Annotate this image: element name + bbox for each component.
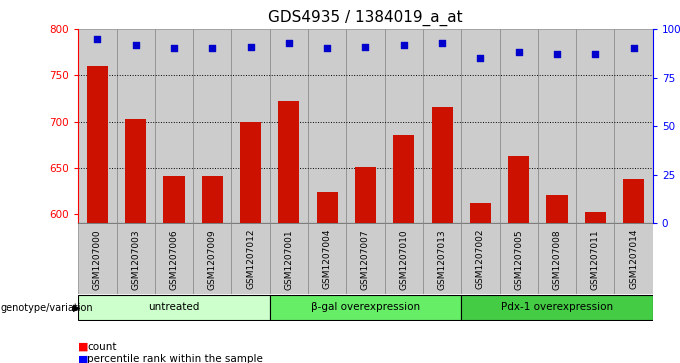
Point: [169, 45, 180, 51]
Bar: [155, 29, 193, 223]
Bar: [163, 176, 184, 223]
Bar: [355, 167, 376, 223]
Text: 100%: 100%: [679, 17, 680, 27]
Bar: [87, 66, 108, 223]
Point: [475, 55, 486, 61]
Bar: [78, 29, 116, 223]
Bar: [576, 223, 615, 294]
Point: [130, 42, 141, 48]
Bar: [576, 29, 615, 223]
Bar: [78, 223, 116, 294]
Text: GSM1207013: GSM1207013: [438, 229, 447, 290]
Bar: [231, 223, 270, 294]
Point: [284, 40, 294, 45]
Bar: [125, 119, 146, 223]
Bar: [231, 29, 270, 223]
Point: [322, 45, 333, 51]
Bar: [393, 135, 414, 223]
Text: GSM1207005: GSM1207005: [514, 229, 523, 290]
Bar: [317, 192, 338, 223]
Bar: [461, 223, 500, 294]
Bar: [193, 29, 231, 223]
Bar: [116, 29, 155, 223]
Bar: [500, 223, 538, 294]
Bar: [623, 179, 644, 223]
Text: GSM1207009: GSM1207009: [208, 229, 217, 290]
Bar: [508, 156, 529, 223]
Bar: [346, 29, 385, 223]
Bar: [461, 29, 500, 223]
Bar: [538, 29, 576, 223]
Text: GSM1207000: GSM1207000: [93, 229, 102, 290]
Bar: [308, 223, 346, 294]
Bar: [538, 223, 576, 294]
Text: GSM1207012: GSM1207012: [246, 229, 255, 289]
Text: percentile rank within the sample: percentile rank within the sample: [87, 354, 263, 363]
Text: count: count: [87, 342, 116, 352]
Bar: [615, 223, 653, 294]
Point: [92, 36, 103, 42]
Point: [207, 45, 218, 51]
Bar: [547, 195, 568, 223]
Text: GSM1207004: GSM1207004: [323, 229, 332, 289]
Text: Pdx-1 overexpression: Pdx-1 overexpression: [501, 302, 613, 312]
Text: GSM1207007: GSM1207007: [361, 229, 370, 290]
Text: ■: ■: [78, 342, 88, 352]
Text: GSM1207001: GSM1207001: [284, 229, 293, 290]
Point: [360, 44, 371, 49]
Bar: [116, 223, 155, 294]
Bar: [385, 29, 423, 223]
Bar: [155, 223, 193, 294]
Text: GSM1207002: GSM1207002: [476, 229, 485, 289]
Bar: [270, 295, 461, 320]
Text: untreated: untreated: [148, 302, 200, 312]
Text: GSM1207014: GSM1207014: [629, 229, 638, 289]
Bar: [346, 223, 385, 294]
Title: GDS4935 / 1384019_a_at: GDS4935 / 1384019_a_at: [268, 10, 463, 26]
Bar: [615, 29, 653, 223]
Bar: [278, 101, 299, 223]
Bar: [461, 295, 653, 320]
Point: [628, 45, 639, 51]
Text: genotype/variation: genotype/variation: [1, 303, 93, 313]
Bar: [500, 29, 538, 223]
Text: GSM1207011: GSM1207011: [591, 229, 600, 290]
Text: GSM1207006: GSM1207006: [169, 229, 178, 290]
Bar: [423, 223, 461, 294]
Bar: [270, 223, 308, 294]
Bar: [585, 212, 606, 223]
Bar: [308, 29, 346, 223]
Point: [590, 52, 600, 57]
Bar: [193, 223, 231, 294]
Point: [437, 40, 447, 45]
Point: [513, 49, 524, 55]
Point: [245, 44, 256, 49]
Text: ▶: ▶: [73, 303, 80, 313]
Text: GSM1207003: GSM1207003: [131, 229, 140, 290]
Bar: [470, 203, 491, 223]
Point: [551, 52, 562, 57]
Text: β-gal overexpression: β-gal overexpression: [311, 302, 420, 312]
Bar: [423, 29, 461, 223]
Text: GSM1207008: GSM1207008: [553, 229, 562, 290]
Bar: [202, 176, 223, 223]
Bar: [240, 122, 261, 223]
Bar: [270, 29, 308, 223]
Point: [398, 42, 409, 48]
Bar: [385, 223, 423, 294]
Bar: [432, 107, 453, 223]
Text: GSM1207010: GSM1207010: [399, 229, 408, 290]
Text: ■: ■: [78, 354, 88, 363]
Bar: [78, 295, 270, 320]
